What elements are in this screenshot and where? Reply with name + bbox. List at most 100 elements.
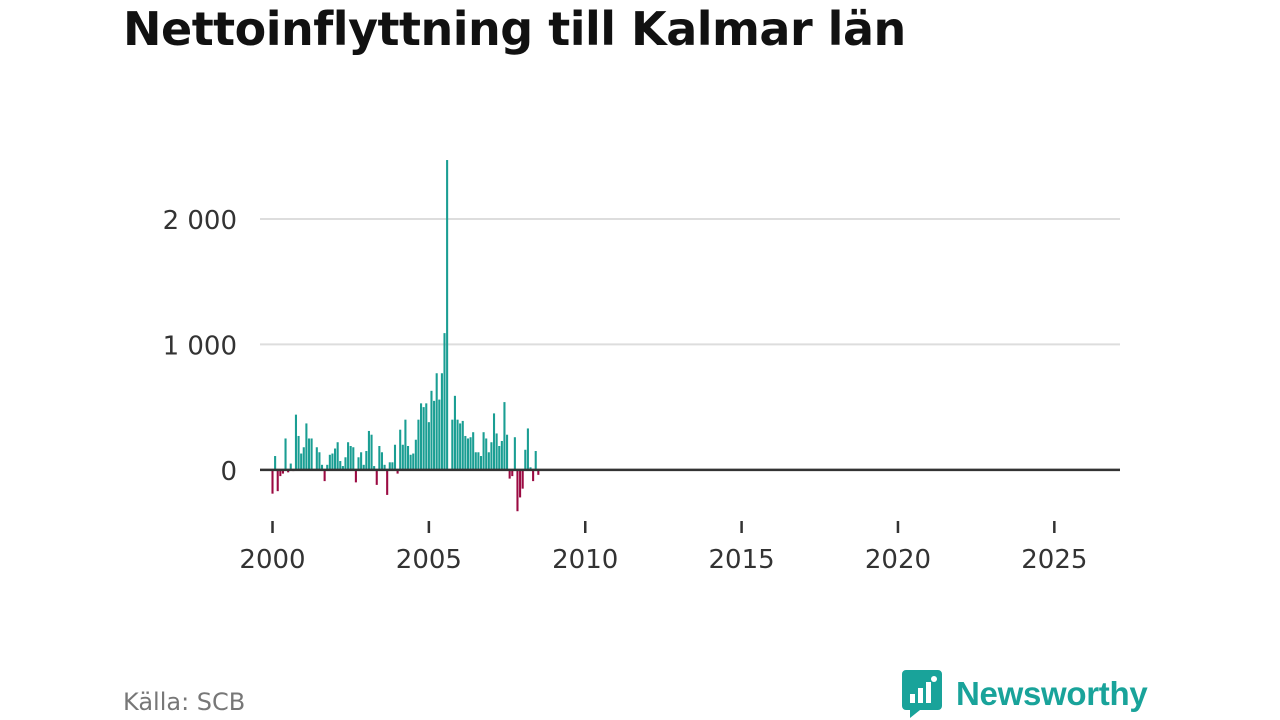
bar[interactable]	[391, 462, 394, 470]
bar[interactable]	[487, 452, 490, 470]
bar[interactable]	[315, 447, 318, 470]
bar[interactable]	[433, 400, 436, 470]
bar[interactable]	[367, 430, 370, 470]
bar[interactable]	[406, 446, 410, 470]
bar[interactable]	[503, 402, 506, 470]
bar[interactable]	[326, 464, 329, 470]
bar[interactable]	[294, 414, 298, 470]
bar[interactable]	[323, 469, 326, 482]
bar[interactable]	[526, 428, 529, 470]
bar[interactable]	[534, 451, 537, 470]
bar[interactable]	[461, 420, 464, 470]
bar[interactable]	[370, 434, 373, 470]
bar[interactable]	[352, 447, 355, 470]
bar[interactable]	[393, 444, 397, 470]
bar[interactable]	[506, 434, 509, 470]
bar[interactable]	[513, 437, 516, 470]
bar[interactable]	[492, 413, 496, 470]
bar[interactable]	[420, 403, 423, 470]
bar[interactable]	[451, 419, 454, 470]
bar[interactable]	[328, 454, 331, 470]
bar[interactable]	[386, 469, 389, 495]
bar[interactable]	[500, 440, 503, 470]
bar[interactable]	[519, 469, 522, 498]
bar[interactable]	[336, 442, 339, 470]
bar[interactable]	[521, 469, 524, 489]
brand[interactable]: Newsworthy	[902, 670, 1148, 718]
bar[interactable]	[383, 464, 386, 470]
bar[interactable]	[425, 403, 428, 470]
bar[interactable]	[373, 466, 376, 470]
bar[interactable]	[537, 469, 540, 475]
bar[interactable]	[446, 160, 449, 470]
bar[interactable]	[412, 453, 415, 470]
bar[interactable]	[331, 453, 334, 470]
bar[interactable]	[427, 422, 430, 470]
bar[interactable]	[414, 439, 417, 470]
bar[interactable]	[529, 467, 532, 470]
bar[interactable]	[289, 463, 292, 470]
bar[interactable]	[485, 438, 488, 470]
bar[interactable]	[349, 446, 352, 470]
bar[interactable]	[297, 435, 300, 470]
bar[interactable]	[508, 469, 511, 479]
bar[interactable]	[422, 407, 425, 470]
bar[interactable]	[375, 469, 378, 485]
bar[interactable]	[388, 462, 391, 470]
bar[interactable]	[276, 469, 279, 492]
bar[interactable]	[344, 457, 347, 470]
bar[interactable]	[479, 456, 483, 470]
bar[interactable]	[524, 449, 527, 470]
bar[interactable]	[532, 469, 535, 482]
bar[interactable]	[281, 469, 284, 474]
bar[interactable]	[474, 452, 477, 470]
bar[interactable]	[300, 453, 303, 470]
bar[interactable]	[401, 444, 404, 470]
bar[interactable]	[490, 442, 493, 470]
bar[interactable]	[284, 438, 287, 470]
bar[interactable]	[399, 429, 402, 470]
bar[interactable]	[464, 435, 467, 470]
bar[interactable]	[516, 469, 519, 512]
bar[interactable]	[339, 461, 342, 470]
bar[interactable]	[334, 448, 337, 470]
bar[interactable]	[417, 419, 420, 470]
bar[interactable]	[305, 423, 308, 470]
bar[interactable]	[477, 452, 480, 470]
bar[interactable]	[357, 457, 360, 470]
bar[interactable]	[380, 452, 384, 470]
bar[interactable]	[511, 469, 514, 477]
bar[interactable]	[443, 333, 446, 470]
bar[interactable]	[456, 419, 459, 470]
bar[interactable]	[435, 373, 438, 470]
bar[interactable]	[409, 454, 412, 470]
bar[interactable]	[404, 419, 407, 470]
bar[interactable]	[310, 438, 313, 470]
bar[interactable]	[430, 390, 433, 470]
bar[interactable]	[362, 464, 365, 470]
bar[interactable]	[279, 469, 282, 477]
bar[interactable]	[302, 447, 305, 470]
bar[interactable]	[469, 437, 472, 470]
bar[interactable]	[466, 438, 470, 470]
bar[interactable]	[271, 469, 274, 494]
bar[interactable]	[360, 452, 363, 470]
bar[interactable]	[318, 452, 321, 470]
bar[interactable]	[274, 456, 277, 470]
bar[interactable]	[498, 446, 501, 470]
bar[interactable]	[320, 464, 324, 470]
bar[interactable]	[453, 395, 456, 470]
bar[interactable]	[396, 469, 399, 474]
bar[interactable]	[347, 442, 350, 470]
bar[interactable]	[495, 433, 498, 470]
bar[interactable]	[378, 446, 381, 470]
bar[interactable]	[365, 451, 368, 470]
bar[interactable]	[459, 423, 462, 470]
bar[interactable]	[440, 373, 443, 470]
bar[interactable]	[472, 432, 475, 470]
bar[interactable]	[307, 438, 311, 470]
bar[interactable]	[341, 466, 344, 470]
bar[interactable]	[354, 469, 357, 483]
bar[interactable]	[438, 399, 441, 470]
bar[interactable]	[482, 432, 485, 470]
